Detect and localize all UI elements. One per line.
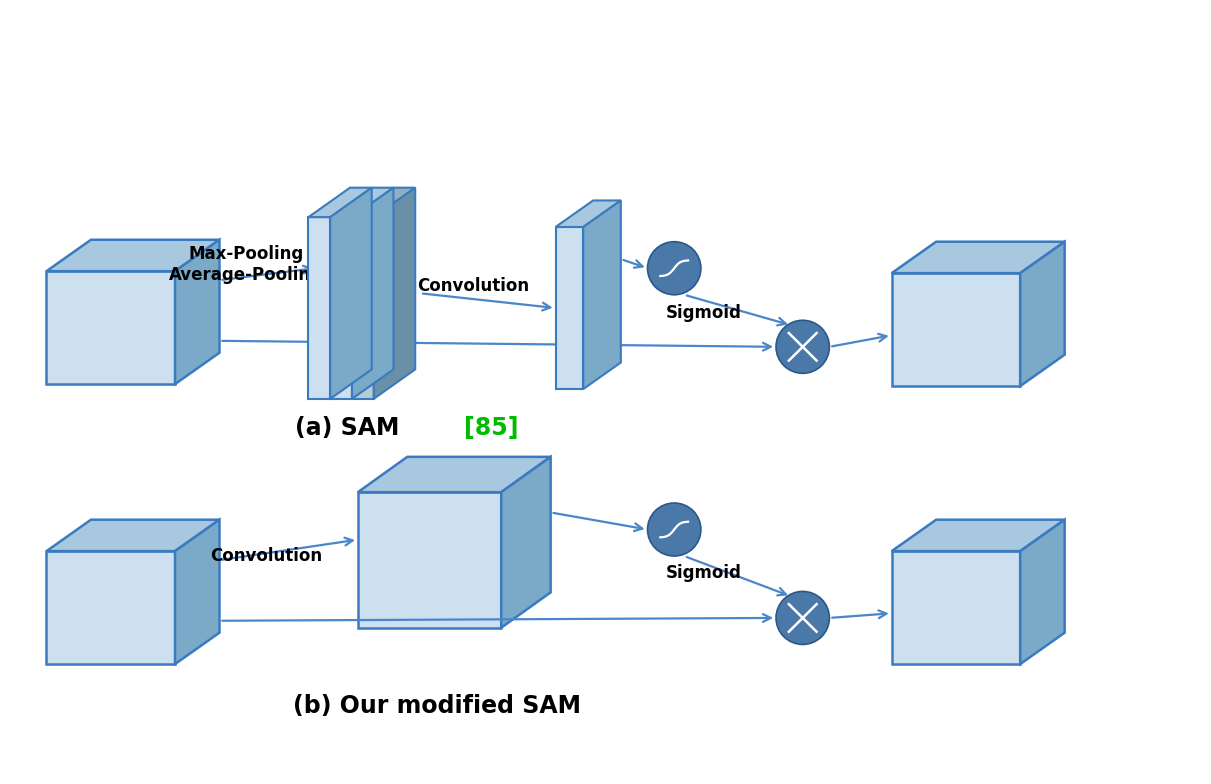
Circle shape (648, 503, 701, 556)
Polygon shape (584, 201, 621, 389)
Polygon shape (46, 240, 219, 271)
Text: Convolution: Convolution (418, 277, 529, 295)
Polygon shape (358, 457, 551, 492)
Text: Sigmoid: Sigmoid (666, 564, 742, 582)
Circle shape (648, 241, 701, 295)
Text: Convolution: Convolution (210, 547, 322, 565)
Polygon shape (1020, 241, 1064, 386)
Polygon shape (46, 271, 176, 384)
Polygon shape (309, 187, 372, 217)
Polygon shape (352, 217, 374, 399)
Polygon shape (176, 520, 219, 664)
Polygon shape (556, 227, 584, 389)
Polygon shape (331, 187, 394, 217)
Polygon shape (331, 187, 372, 399)
Polygon shape (309, 217, 331, 399)
Text: [85]: [85] (464, 416, 518, 441)
Polygon shape (501, 457, 551, 628)
Polygon shape (556, 201, 621, 227)
Polygon shape (176, 240, 219, 384)
Text: Max-Pooling
Average-Pooling: Max-Pooling Average-Pooling (170, 245, 323, 284)
Polygon shape (352, 187, 394, 399)
Polygon shape (331, 217, 352, 399)
Circle shape (776, 591, 830, 644)
Circle shape (776, 321, 830, 373)
Polygon shape (891, 551, 1020, 664)
Polygon shape (1020, 520, 1064, 664)
Polygon shape (352, 187, 415, 217)
Polygon shape (46, 520, 219, 551)
Text: (a) SAM: (a) SAM (294, 416, 407, 441)
Polygon shape (891, 241, 1064, 273)
Polygon shape (374, 187, 415, 399)
Text: Sigmoid: Sigmoid (666, 304, 742, 322)
Polygon shape (891, 520, 1064, 551)
Text: (b) Our modified SAM: (b) Our modified SAM (293, 695, 581, 718)
Polygon shape (46, 551, 176, 664)
Polygon shape (891, 273, 1020, 386)
Polygon shape (358, 492, 501, 628)
